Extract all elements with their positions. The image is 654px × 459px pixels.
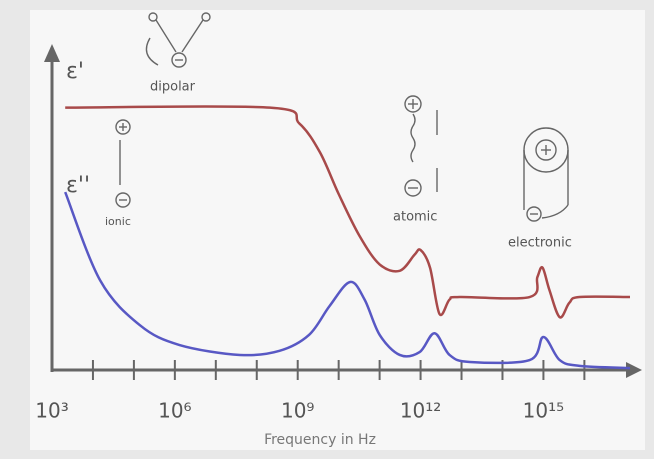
x-tick-label: 10³ xyxy=(35,399,68,423)
x-tick-label: 10¹⁵ xyxy=(523,399,564,423)
annotation: electronic xyxy=(508,236,572,251)
plot-background xyxy=(30,10,645,450)
annotation: atomic xyxy=(393,210,437,225)
x-tick-label: 10⁹ xyxy=(281,399,314,423)
annotation: dipolar xyxy=(150,80,196,95)
legend-label: ε' xyxy=(66,59,84,84)
x-tick-label: 10¹² xyxy=(400,399,441,423)
x-tick-label: 10⁶ xyxy=(158,399,191,423)
axes xyxy=(44,44,642,378)
legend-label: ε'' xyxy=(66,173,90,198)
icons xyxy=(115,12,569,222)
series-line xyxy=(64,191,631,370)
annotation: ionic xyxy=(105,215,131,228)
series-line xyxy=(65,105,631,319)
x-axis-label: Frequency in Hz xyxy=(264,432,376,448)
